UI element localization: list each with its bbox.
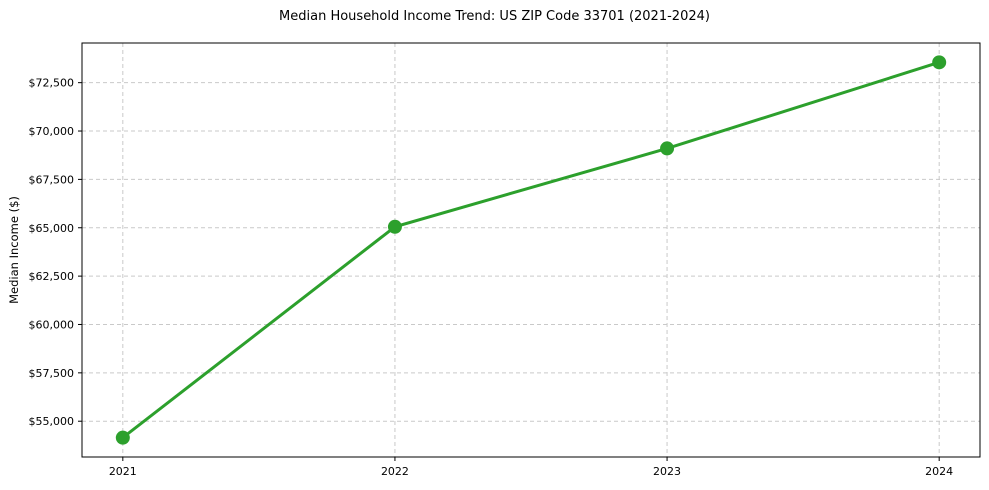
x-tick-label: 2024: [925, 465, 953, 478]
y-tick-label: $55,000: [29, 415, 75, 428]
x-tick-label: 2021: [109, 465, 137, 478]
y-tick-label: $72,500: [29, 77, 75, 90]
y-tick-label: $65,000: [29, 222, 75, 235]
x-tick-label: 2023: [653, 465, 681, 478]
data-point-marker: [660, 141, 675, 156]
data-point-marker: [115, 430, 130, 445]
y-tick-label: $67,500: [29, 173, 75, 186]
x-tick-label: 2022: [381, 465, 409, 478]
data-point-marker: [932, 55, 947, 70]
plot-border: [81, 42, 981, 458]
y-tick-label: $60,000: [29, 318, 75, 331]
chart-title: Median Household Income Trend: US ZIP Co…: [279, 9, 710, 24]
y-tick-label: $62,500: [29, 270, 75, 283]
trend-line: [121, 60, 941, 440]
data-point-marker: [387, 219, 402, 234]
y-tick-label: $57,500: [29, 367, 75, 380]
y-tick-label: $70,000: [29, 125, 75, 138]
